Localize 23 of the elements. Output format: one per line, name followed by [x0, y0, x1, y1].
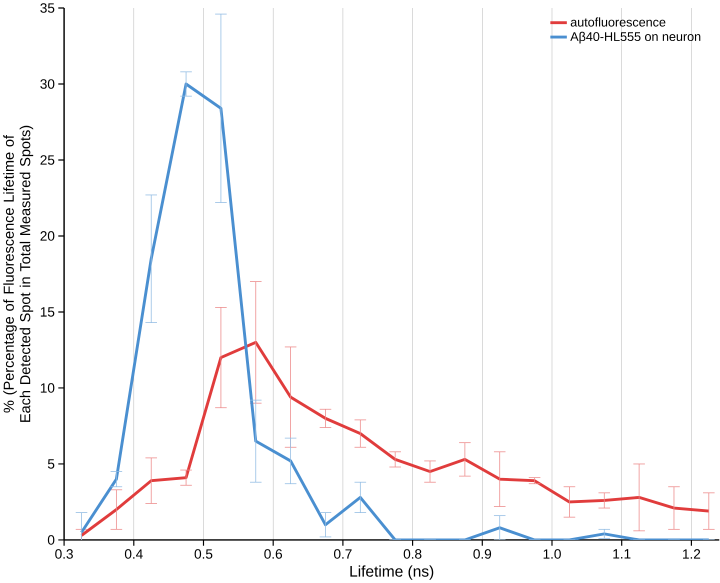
x-tick-label: 0.3	[55, 549, 73, 559]
line-series	[80, 340, 710, 537]
x-tick-label: 0.4	[124, 549, 143, 559]
y-tick-label: 30	[40, 79, 54, 89]
x-tick-label: 0.7	[334, 549, 352, 559]
y-tick-label: 35	[40, 3, 54, 13]
x-tick-label: 1.1	[613, 549, 630, 558]
y-tick-label: 5	[48, 459, 54, 469]
legend-label: autofluorescence	[570, 17, 666, 27]
y-tick-label: 10	[40, 383, 54, 393]
y-tick-label: 0	[48, 535, 54, 545]
y-tick-label: 15	[40, 307, 54, 317]
y-tick-label: 25	[40, 155, 54, 165]
x-tick-label: 0.6	[264, 549, 282, 559]
x-tick-label: 1.2	[683, 549, 700, 559]
x-tick-label: 1.0	[544, 549, 561, 559]
x-tick-label: 0.8	[404, 549, 422, 559]
x-axis-title: Lifetime (ns)	[350, 565, 434, 580]
legend-label: Aβ40-HL555 on neuron	[570, 32, 700, 44]
y-axis-title: % (Percentage of Fluorescence Lifetime of Each Detected Spot in Total Measured Spots)	[3, 126, 34, 422]
x-tick-label: 0.5	[194, 549, 212, 559]
y-tick-label: 20	[40, 231, 54, 241]
x-tick-label: 0.9	[473, 549, 492, 559]
